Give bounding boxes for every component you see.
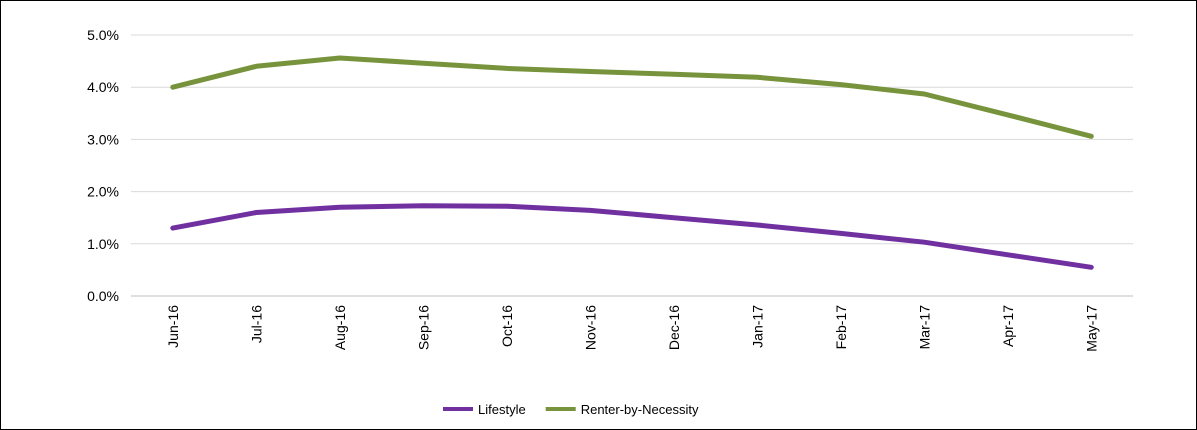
gridlines [131, 34, 1133, 297]
series-lines [170, 55, 1094, 270]
series-line-renter-by-necessity [170, 55, 1094, 139]
x-tick-label: Apr-17 [1000, 305, 1016, 347]
series-line-lifestyle [170, 203, 1094, 270]
legend-label-renter-by-necessity: Renter-by-Necessity [581, 402, 699, 417]
x-tick-label: Jan-17 [749, 305, 765, 348]
y-tick-label: 3.0% [87, 131, 119, 147]
x-tick-label: Dec-16 [666, 305, 682, 350]
y-tick-label: 4.0% [87, 79, 119, 95]
y-tick-label: 2.0% [87, 184, 119, 200]
x-tick-label: Sep-16 [415, 305, 431, 350]
x-tick-label: Aug-16 [332, 305, 348, 350]
legend: Lifestyle Renter-by-Necessity [443, 402, 699, 417]
x-tick-label: Oct-16 [499, 305, 515, 347]
y-tick-label: 5.0% [87, 27, 119, 43]
x-tick-label: May-17 [1083, 305, 1099, 352]
x-tick-label: Jun-16 [165, 305, 181, 348]
x-axis-ticks: Jun-16 Jul-16 Aug-16 Sep-16 Oct-16 Nov-16 Dec-… [165, 305, 1100, 352]
y-tick-label: 1.0% [87, 236, 119, 252]
x-tick-label: Mar-17 [916, 305, 932, 350]
x-tick-label: Nov-16 [582, 305, 598, 350]
x-tick-label: Feb-17 [833, 305, 849, 350]
x-tick-label: Jul-16 [248, 305, 264, 343]
legend-label-lifestyle: Lifestyle [478, 402, 526, 417]
y-tick-label: 0.0% [87, 288, 119, 304]
y-axis-ticks: 0.0% 1.0% 2.0% 3.0% 4.0% 5.0% [87, 27, 119, 304]
